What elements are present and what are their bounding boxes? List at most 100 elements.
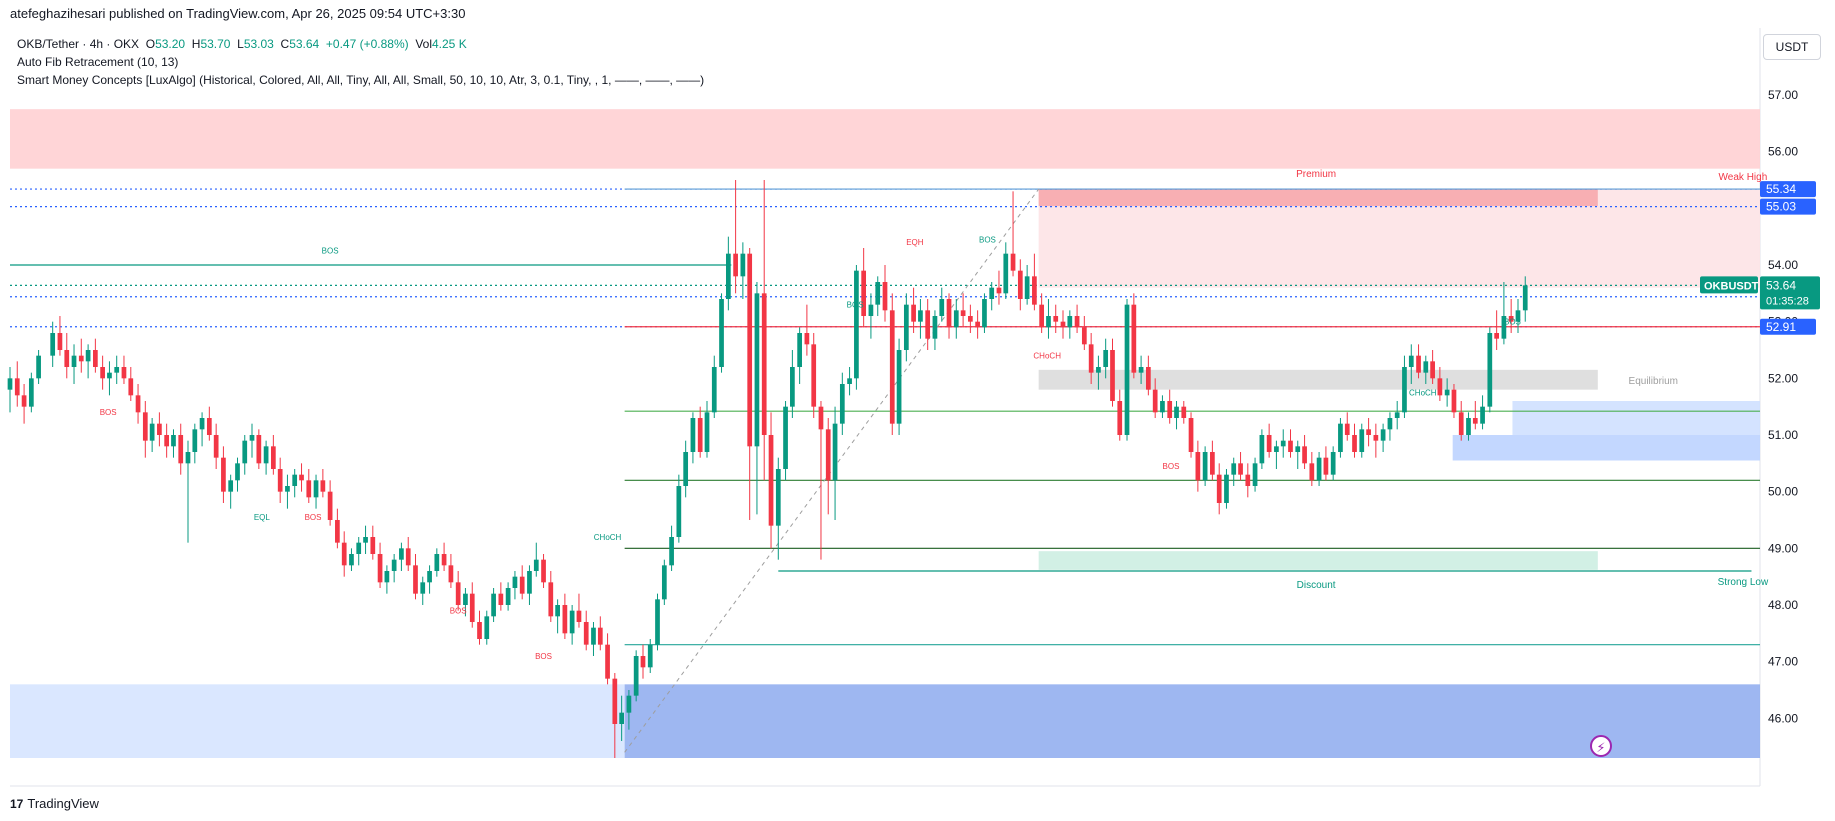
candle-body xyxy=(541,559,546,583)
candle-body xyxy=(612,678,618,724)
candle-body xyxy=(1494,333,1500,339)
currency-button[interactable]: USDT xyxy=(1763,34,1821,60)
candle-body xyxy=(1316,457,1322,481)
premium-core xyxy=(1038,189,1598,207)
candle-body xyxy=(1110,350,1115,401)
candle-body xyxy=(1210,452,1215,475)
publisher-line: atefeghazihesari published on TradingVie… xyxy=(10,6,466,21)
candle-body xyxy=(192,429,198,452)
candle-body xyxy=(1508,316,1514,322)
annotation-bos: BOS xyxy=(100,408,117,417)
candle-body xyxy=(285,486,290,492)
candle-body xyxy=(1252,463,1258,486)
candle-body xyxy=(946,299,952,328)
candle-body xyxy=(597,627,603,645)
candle-body xyxy=(221,457,226,492)
candle-body xyxy=(968,316,973,322)
candle-body xyxy=(1416,355,1421,373)
candle-body xyxy=(1032,276,1037,305)
price-chart[interactable]: BOS BOS EQL BOS BOS BOS CHoCH BOS EQH BOS CHoCH BOS… xyxy=(0,0,1835,790)
price-label-box xyxy=(1760,198,1816,215)
candle-body xyxy=(1224,474,1229,503)
candle-body xyxy=(847,378,852,384)
candle-body xyxy=(626,695,632,713)
candle-body xyxy=(647,644,653,668)
candle-body xyxy=(242,440,248,464)
candle-body xyxy=(1238,463,1243,475)
candle-body xyxy=(477,622,482,639)
candle-body xyxy=(576,610,582,622)
candle-body xyxy=(28,378,34,407)
candle-body xyxy=(1003,253,1009,294)
candle-body xyxy=(178,435,184,464)
candle-body xyxy=(1302,446,1307,464)
annotation-eql: EQL xyxy=(254,513,271,522)
candle-body xyxy=(263,446,269,464)
candle-body xyxy=(505,588,511,605)
candle-body xyxy=(719,299,724,367)
candle-body xyxy=(270,446,276,469)
candle-body xyxy=(661,565,667,600)
candle-body xyxy=(484,616,490,639)
candle-body xyxy=(975,321,980,328)
candle-body xyxy=(413,565,418,594)
footer-brand-text: TradingView xyxy=(27,796,99,811)
indicator-smc[interactable]: Smart Money Concepts [LuxAlgo] (Historic… xyxy=(17,73,705,87)
annotation-eqh: EQH xyxy=(906,238,924,247)
candle-body xyxy=(1010,253,1016,271)
price-label: 55.34 xyxy=(1766,182,1796,196)
candle-body xyxy=(1024,276,1030,299)
symbol-badge xyxy=(1700,276,1758,294)
lightning-icon[interactable]: ⚡ xyxy=(1590,735,1612,757)
candle-body xyxy=(335,520,340,543)
candle-body xyxy=(1387,418,1393,430)
lower-blue-zone xyxy=(10,684,625,758)
candle-body xyxy=(491,593,496,617)
candle-body xyxy=(292,474,298,486)
candle-body xyxy=(256,435,262,464)
candle-body xyxy=(1359,429,1365,452)
candle-body xyxy=(341,542,347,566)
candle-body xyxy=(14,378,20,396)
candle-body xyxy=(213,435,219,458)
candle-body xyxy=(7,378,13,390)
candle-body xyxy=(896,350,902,424)
candle-body xyxy=(1515,310,1521,322)
discount-zone xyxy=(1038,551,1598,570)
price-label-box xyxy=(1760,318,1816,335)
annotation-choch: CHoCH xyxy=(1033,352,1061,361)
candle-body xyxy=(1046,316,1051,328)
candle-body xyxy=(1472,418,1478,424)
candle-body xyxy=(569,610,575,634)
candle-body xyxy=(363,537,368,543)
annotation-bos: BOS xyxy=(847,301,864,310)
candle-body xyxy=(605,644,610,679)
candle-body xyxy=(57,333,63,350)
vol-value: 4.25 K xyxy=(432,37,467,51)
annotation-weak-high: Weak High xyxy=(1719,172,1768,183)
indicator-fib[interactable]: Auto Fib Retracement (10, 13) xyxy=(17,55,179,69)
annotation-choch: CHoCH xyxy=(594,533,622,542)
candle-body xyxy=(868,304,874,316)
candle-body xyxy=(633,656,639,696)
candle-body xyxy=(655,599,660,645)
candle-body xyxy=(733,253,738,277)
candle-body xyxy=(349,554,354,566)
annotation-bos: BOS xyxy=(1504,318,1521,327)
footer-brand: 17 TradingView xyxy=(10,796,99,811)
candle-body xyxy=(747,253,753,447)
candle-body xyxy=(1458,412,1464,435)
symbol-label[interactable]: OKB/Tether · 4h · OKX xyxy=(17,37,140,51)
candle-body xyxy=(818,406,824,430)
candle-body xyxy=(825,429,831,481)
annotation-equilibrium: Equilibrium xyxy=(1629,376,1678,387)
candle-body xyxy=(100,367,105,379)
close-label: C xyxy=(280,37,290,51)
candle-body xyxy=(420,582,426,594)
y-tick-label: 54.00 xyxy=(1768,258,1798,272)
candle-body xyxy=(327,491,333,520)
candle-body xyxy=(1124,304,1130,435)
candle-body xyxy=(754,293,760,447)
candle-body xyxy=(107,372,112,379)
change-value: +0.47 (+0.88%) xyxy=(325,37,409,51)
